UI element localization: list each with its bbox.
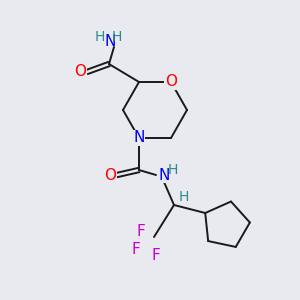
Text: N: N xyxy=(133,130,145,146)
Text: O: O xyxy=(104,167,116,182)
Text: N: N xyxy=(104,34,116,50)
Text: F: F xyxy=(136,224,146,239)
Text: F: F xyxy=(132,242,140,256)
Text: H: H xyxy=(168,163,178,177)
Text: H: H xyxy=(112,30,122,44)
Text: O: O xyxy=(165,74,177,89)
Text: H: H xyxy=(95,30,105,44)
Text: H: H xyxy=(179,190,189,204)
Text: N: N xyxy=(158,167,170,182)
Text: O: O xyxy=(74,64,86,80)
Text: F: F xyxy=(152,248,160,262)
